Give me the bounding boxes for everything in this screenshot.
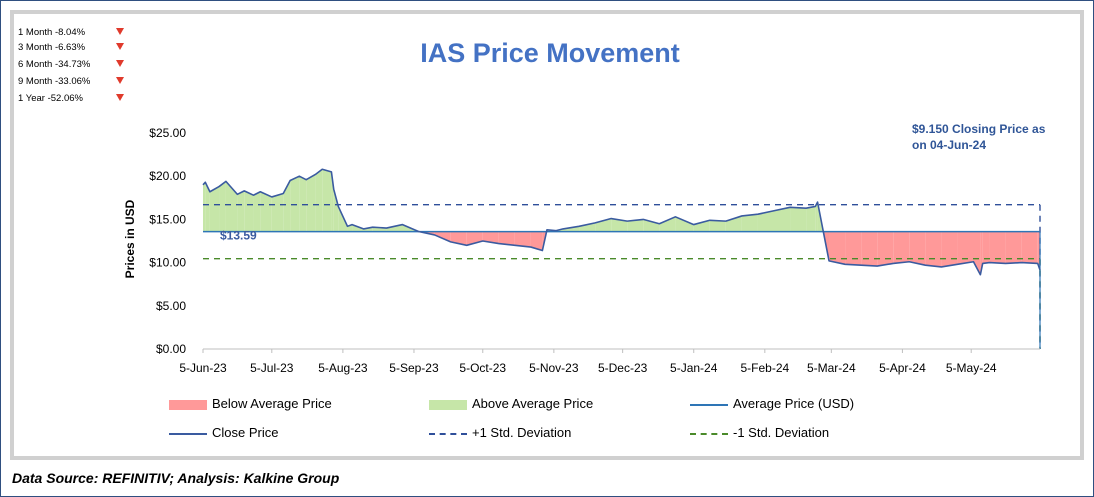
above-average-fill <box>290 176 300 232</box>
above-average-fill <box>643 219 660 232</box>
legend-swatch-close <box>169 433 207 435</box>
above-average-fill <box>693 220 710 232</box>
y-tick-label: $15.00 <box>149 212 186 226</box>
legend-swatch-plus-std <box>429 433 467 435</box>
below-average-fill <box>482 231 499 244</box>
legend-swatch-minus-std <box>690 433 728 435</box>
below-average-fill <box>1005 231 1022 264</box>
down-arrow-icon <box>116 43 124 50</box>
above-average-fill <box>757 210 774 232</box>
x-tick-label: 5-Oct-23 <box>459 361 506 375</box>
above-average-fill <box>386 224 403 232</box>
x-tick-label: 5-Dec-23 <box>598 361 648 375</box>
below-average-fill <box>498 231 515 246</box>
above-average-fill <box>283 180 291 232</box>
chart-title: IAS Price Movement <box>420 38 680 68</box>
above-average-fill <box>322 169 332 232</box>
down-arrow-icon <box>116 60 124 67</box>
down-arrow-icon <box>116 94 124 101</box>
below-average-fill <box>530 231 543 251</box>
above-average-fill <box>741 214 758 232</box>
below-average-fill <box>845 231 862 266</box>
below-average-fill <box>909 231 926 266</box>
above-average-fill <box>815 202 818 232</box>
below-average-fill <box>450 231 467 246</box>
y-tick-label: $5.00 <box>156 299 186 313</box>
closing-price-annotation: $9.150 Closing Price as on 04-Jun-24 <box>912 122 1046 152</box>
above-average-fill <box>271 193 284 232</box>
above-average-fill <box>806 206 816 232</box>
perf-3-month: 3 Month -6.63% <box>18 42 124 53</box>
perf-1-month: 1 Month -8.04% <box>18 27 124 38</box>
above-average-fill <box>306 174 316 232</box>
above-average-fill <box>225 181 238 232</box>
x-tick-label: 5-Mar-24 <box>807 361 856 375</box>
legend-swatch-below <box>169 400 207 410</box>
close-price-line <box>202 168 1041 276</box>
perf-9-month: 9 Month -33.06% <box>18 76 124 87</box>
above-average-fill <box>675 216 694 232</box>
below-average-fill <box>957 231 974 265</box>
above-average-fill <box>203 182 206 232</box>
x-tick-label: 5-Sep-23 <box>389 361 439 375</box>
above-average-fill <box>790 207 807 232</box>
y-tick-label: $20.00 <box>149 169 186 183</box>
x-tick-label: 5-May-24 <box>946 361 997 375</box>
above-average-fill <box>260 191 272 232</box>
y-tick-label: $10.00 <box>149 256 186 270</box>
above-average-fill <box>299 176 307 232</box>
below-average-fill <box>514 231 531 248</box>
average-price-label: $13.59 <box>220 229 257 243</box>
above-average-fill <box>209 186 220 232</box>
data-source-footer: Data Source: REFINITIV; Analysis: Kalkin… <box>12 470 340 486</box>
below-average-fill <box>861 231 878 267</box>
x-tick-label: 5-Nov-23 <box>529 361 579 375</box>
above-average-fill <box>253 191 261 232</box>
down-arrow-icon <box>116 28 124 35</box>
x-tick-label: 5-Feb-24 <box>740 361 789 375</box>
above-average-fill <box>579 222 596 232</box>
below-average-fill <box>893 231 910 264</box>
down-arrow-icon <box>116 77 124 84</box>
below-average-fill <box>941 231 958 267</box>
above-average-fill <box>773 207 791 232</box>
above-average-fill <box>315 169 323 232</box>
above-average-fill <box>333 189 339 232</box>
below-average-fill <box>925 231 942 267</box>
x-tick-label: 5-Jan-24 <box>670 361 718 375</box>
above-average-fill <box>219 181 226 232</box>
below-average-fill <box>829 231 846 265</box>
x-tick-label: 5-Jul-23 <box>250 361 294 375</box>
legend-swatch-above <box>429 400 467 410</box>
perf-6-month: 6 Month -34.73% <box>18 59 124 70</box>
x-tick-label: 5-Jun-23 <box>179 361 227 375</box>
x-tick-label: 5-Apr-24 <box>879 361 926 375</box>
above-average-fill <box>709 220 726 232</box>
below-average-fill <box>989 231 1006 264</box>
above-average-fill <box>244 190 254 232</box>
above-average-fill <box>205 182 210 232</box>
above-average-fill <box>627 219 644 232</box>
perf-1-year: 1 Year -52.06% <box>18 93 124 104</box>
below-average-fill <box>982 231 990 264</box>
below-average-fill <box>1021 231 1038 264</box>
x-tick-label: 5-Aug-23 <box>318 361 368 375</box>
above-average-fill <box>611 218 628 232</box>
above-average-fill <box>237 190 245 232</box>
y-tick-label: $25.00 <box>149 126 186 140</box>
below-average-fill <box>877 231 894 267</box>
above-average-fill <box>659 216 676 232</box>
legend-swatch-average <box>690 404 728 406</box>
y-tick-label: $0.00 <box>156 342 186 356</box>
